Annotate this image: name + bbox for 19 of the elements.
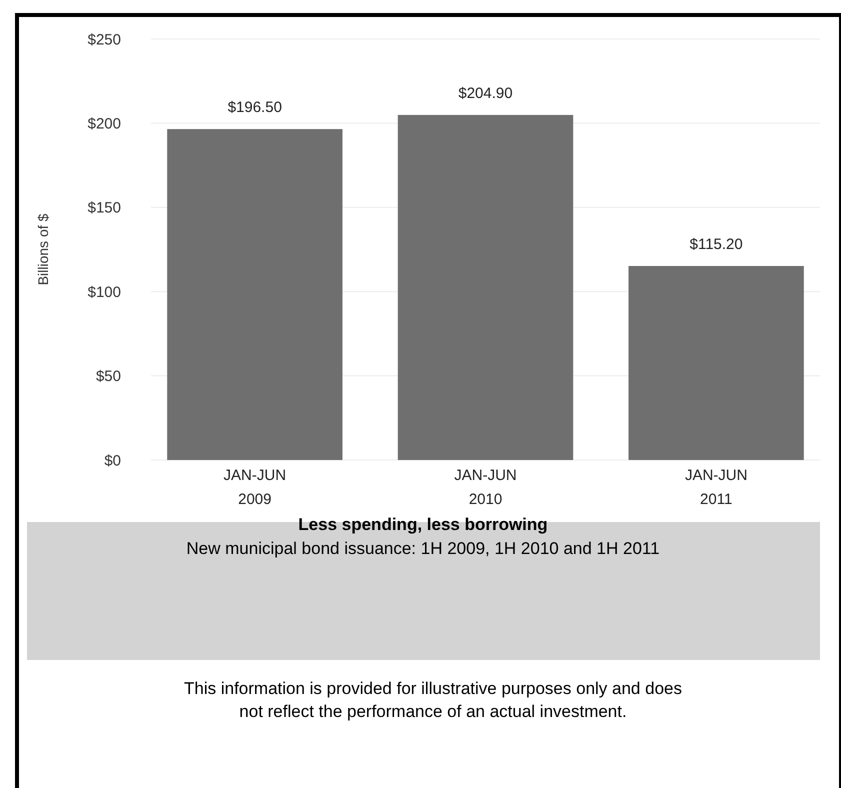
y-tick-label: $200: [88, 115, 121, 132]
data-label: $204.90: [458, 84, 513, 102]
y-tick-label: $250: [88, 31, 121, 48]
text: New municipal bond issuance: 1H 2009, 1H 2010 and 1H 2011: [186, 539, 660, 558]
data-label: $115.20: [690, 236, 743, 254]
x-tick-label: JAN-JUN 2011: [684, 467, 748, 508]
y-tick-label: $0: [104, 452, 121, 470]
text: This information is provided for illustrative purposes only and does not reflect the performance of an actual investment.: [184, 679, 682, 721]
y-tick-label: $100: [88, 284, 121, 301]
bar: [167, 129, 342, 460]
text: Less spending, less borrowing: [298, 515, 548, 534]
y-tick-label: $50: [96, 368, 121, 386]
y-axis-title: Billions of $: [35, 213, 51, 286]
bar: [398, 114, 574, 460]
x-tick-label: JAN-JUN 2009: [224, 467, 286, 508]
data-label: $196.50: [228, 99, 282, 116]
y-tick-label: $150: [88, 200, 121, 217]
x-tick-label: JAN-JUN 2010: [454, 467, 517, 508]
bar: [628, 266, 804, 460]
